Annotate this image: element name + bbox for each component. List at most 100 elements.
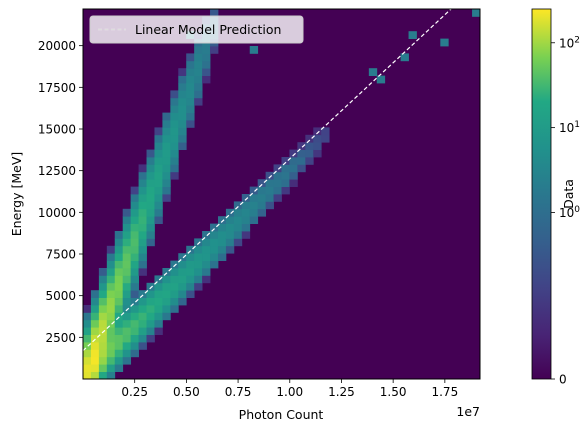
heatmap-cell [154,179,163,187]
x-axis-ticks: 0.25 0.50 0.75 1.00 1.25 1.50 1.75 [121,379,458,399]
heatmap-cell [162,290,171,298]
heatmap-cell [210,9,219,17]
heatmap-cell [90,349,100,358]
heatmap-cell [186,68,195,76]
heatmap-cell [186,290,195,298]
heatmap-cell [130,260,139,269]
heatmap-cell [170,260,179,269]
heatmap-cell [83,371,92,379]
heatmap-cell [162,164,171,173]
heatmap-cell [83,305,92,313]
heatmap-cell [225,216,235,224]
heatmap-cell [98,356,108,365]
heatmap-cell [249,216,259,224]
colorbar-tick-label: 0 [559,373,567,387]
heatmap-cell [122,282,132,291]
heatmap-cell [98,297,108,306]
heatmap-cell [146,208,155,217]
heatmap-cell [249,46,259,54]
heatmap-cell [321,127,330,136]
heatmap-cell [217,216,227,224]
heatmap-cell [265,186,274,195]
heatmap-cell [162,297,171,306]
heatmap-cell [114,364,124,372]
heatmap-cell [170,164,179,173]
heatmap-cell [122,253,132,261]
heatmap-cell [202,253,211,261]
heatmap-cell [162,305,171,313]
heatmap-cell [90,290,100,298]
heatmap-cell [289,149,298,158]
x-axis-offset-label: 1e7 [456,404,480,419]
heatmap-cell [146,231,155,239]
heatmap-cell [154,282,163,291]
y-tick-label: 15000 [38,123,76,137]
heatmap-cell [130,297,139,306]
heatmap-cell [146,334,155,343]
heatmap-cell [194,260,203,269]
heatmap-cell [194,245,203,254]
heatmap-cell [186,75,195,84]
heatmap-cell [90,371,100,379]
heatmap-cell [210,46,219,54]
heatmap-cell [106,356,116,365]
heatmap-cell [138,297,147,306]
colorbar-label: Data [561,179,576,209]
heatmap-cell [217,245,227,254]
heatmap-cell [98,334,108,343]
heatmap-cell [106,290,116,298]
heatmap-cell [122,268,132,276]
y-axis-ticks: 2500 5000 7500 10000 12500 15000 17500 20000 [38,39,83,345]
heatmap-cell [90,297,100,306]
heatmap-cell [202,60,211,69]
heatmap-cell [202,275,211,284]
heatmap-cell [122,342,132,350]
heatmap-cell [273,194,282,202]
heatmap-cell [170,97,179,106]
x-tick-label: 1.75 [431,385,458,399]
heatmap-cell [114,253,124,261]
x-tick-label: 0.75 [225,385,252,399]
heatmap-cell [106,253,116,261]
heatmap-cell [122,238,132,247]
heatmap-cell [400,53,409,62]
x-tick-label: 1.00 [276,385,303,399]
y-tick-label: 10000 [38,206,76,220]
heatmap-cell [130,216,139,224]
heatmap-cell [265,179,274,187]
heatmap-cell [305,142,314,150]
heatmap-cell [186,83,195,91]
heatmap-cell [170,290,179,298]
heatmap-cell [186,112,195,121]
heatmap-cell [154,312,163,321]
heatmap-cell [114,260,124,269]
heatmap-cell [83,327,92,335]
heatmap-cell [122,334,132,343]
heatmap-cell [194,97,203,106]
heatmap-cell [217,238,227,247]
heatmap-cell [233,238,243,247]
heatmap-cell [170,134,179,143]
heatmap-cell [146,305,155,313]
heatmap-cell [122,223,132,232]
heatmap-cell [138,231,147,239]
heatmap-cell [106,245,116,254]
heatmap-cell [202,68,211,76]
heatmap-cell [146,186,155,195]
heatmap-cell [273,164,282,173]
heatmap-cell [106,319,116,328]
heatmap-cell [98,275,108,284]
heatmap-cell [178,105,187,113]
heatmap-cell [138,290,147,298]
heatmap-cell [138,171,147,180]
heatmap-cell [162,149,171,158]
heatmap-cell [122,275,132,284]
heatmap-cell [162,194,171,202]
y-tick-label: 7500 [45,248,76,262]
heatmap-cell [249,201,259,210]
heatmap-cell [122,208,132,217]
heatmap-cell [146,319,155,328]
heatmap-cell [313,127,322,136]
heatmap-cell [114,245,124,254]
